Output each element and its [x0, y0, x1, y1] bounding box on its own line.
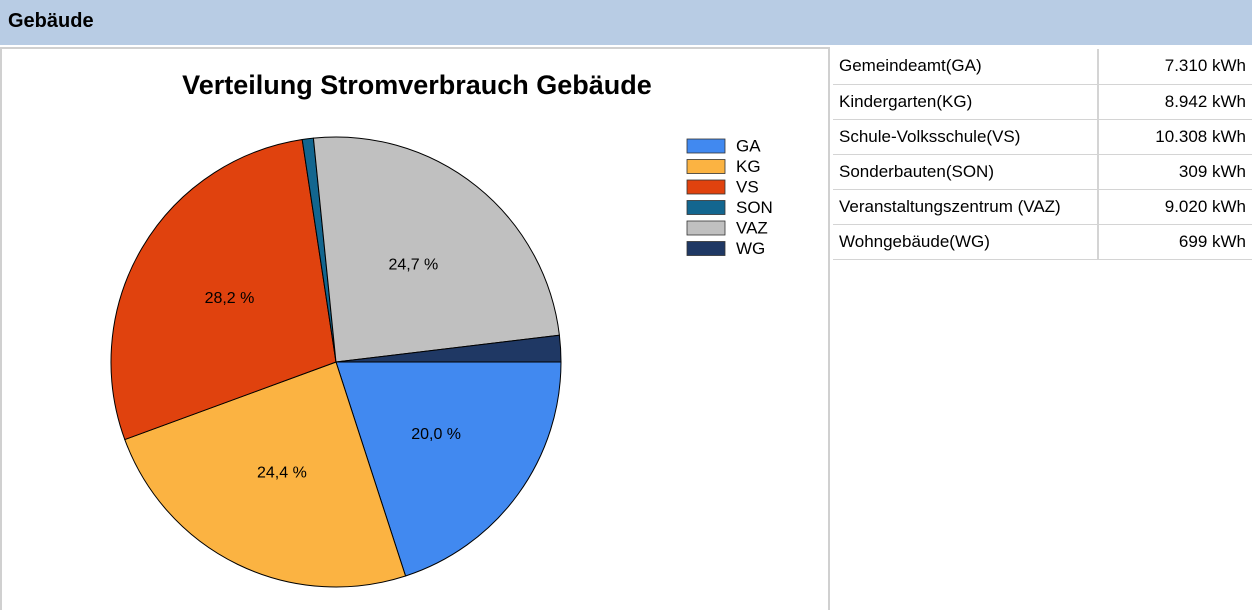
table-row: Kindergarten(KG) 8.942 kWh	[833, 84, 1252, 120]
cell-text: Schule-Volksschule(VS)	[839, 126, 1021, 146]
value-cell: 309 kWh	[1097, 154, 1252, 190]
legend-swatch	[686, 220, 726, 236]
legend-swatch	[686, 138, 726, 154]
table-row: Gemeindeamt(GA) 7.310 kWh	[833, 49, 1252, 85]
value-cell: 7.310 kWh	[1097, 49, 1252, 85]
slice-label: 20,0 %	[411, 426, 461, 443]
slice-label: 24,4 %	[257, 465, 307, 482]
table-row: Wohngebäude(WG) 699 kWh	[833, 224, 1252, 260]
label-cell: Schule-Volksschule(VS)	[833, 119, 1098, 155]
cell-text: 9.020 kWh	[1164, 196, 1246, 216]
cell-text: 309 kWh	[1178, 161, 1246, 181]
cell-text: 699 kWh	[1178, 231, 1246, 251]
pie-slice	[335, 334, 562, 363]
table-row: Schule-Volksschule(VS) 10.308 kWh	[833, 119, 1252, 155]
chart: Verteilung Stromverbrauch Gebäude 20,0 %…	[110, 70, 773, 588]
table-row: Veranstaltungszentrum (VAZ) 9.020 kWh	[833, 189, 1252, 225]
pie-slice	[110, 138, 337, 441]
value-cell: 9.020 kWh	[1097, 189, 1252, 225]
label-cell: Gemeindeamt(GA)	[833, 49, 1098, 85]
header-title: Gebäude	[8, 10, 94, 32]
cell-text: 7.310 kWh	[1164, 56, 1246, 76]
pie-slice	[124, 361, 407, 588]
pie-slice	[312, 136, 560, 363]
legend-swatch	[686, 200, 726, 215]
cell-text: Kindergarten(KG)	[839, 91, 973, 111]
cell-text: 10.308 kWh	[1155, 126, 1246, 146]
legend-label: KG	[736, 157, 761, 176]
slice-label: 24,7 %	[388, 257, 438, 274]
value-cell: 10.308 kWh	[1097, 119, 1252, 155]
cell-text: 8.942 kWh	[1164, 91, 1246, 111]
legend-label: SON	[736, 198, 773, 217]
label-cell: Wohngebäude(WG)	[833, 224, 1098, 260]
table-row: Sonderbauten(SON) 309 kWh	[833, 154, 1252, 190]
slice-label: 28,2 %	[205, 290, 255, 307]
legend-swatch	[686, 179, 726, 195]
header: Gebäude	[0, 0, 1252, 45]
pie-slice	[335, 361, 562, 577]
legend-label: VAZ	[736, 218, 768, 237]
cell-text: Wohngebäude(WG)	[839, 231, 990, 251]
value-cell: 699 kWh	[1097, 224, 1252, 260]
legend-label: WG	[736, 239, 765, 258]
table: Gemeindeamt(GA) 7.310 kWh Kindergarten(KG)…	[833, 49, 1252, 260]
cell-text: Veranstaltungszentrum (VAZ)	[839, 196, 1061, 216]
cell-text: Sonderbauten(SON)	[839, 161, 994, 181]
chart-panel: Verteilung Stromverbrauch Gebäude 20,0 %…	[0, 47, 830, 610]
cell-text: Gemeindeamt(GA)	[839, 56, 982, 76]
value-cell: 8.942 kWh	[1097, 84, 1252, 120]
legend-label: VS	[736, 177, 759, 196]
chart-title: Verteilung Stromverbrauch Gebäude	[182, 70, 652, 100]
label-cell: Sonderbauten(SON)	[833, 154, 1098, 190]
legend-swatch	[686, 241, 726, 256]
legend-swatch	[686, 159, 726, 174]
label-cell: Kindergarten(KG)	[833, 84, 1098, 120]
label-cell: Veranstaltungszentrum (VAZ)	[833, 189, 1098, 225]
legend-label: GA	[736, 136, 761, 155]
